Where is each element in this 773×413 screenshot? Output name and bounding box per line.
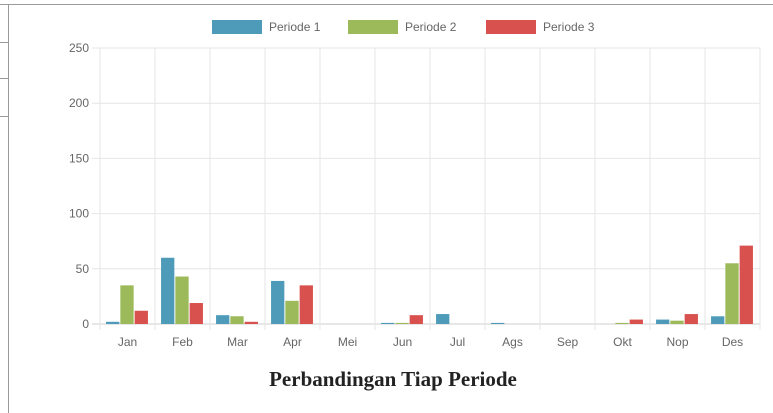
legend-label: Periode 3 <box>543 20 595 34</box>
y-tick-label: 250 <box>69 41 89 55</box>
x-tick-label: Mar <box>227 335 248 349</box>
bar-1-jan <box>106 321 120 324</box>
bars <box>106 245 753 324</box>
y-tick-label: 100 <box>69 207 89 221</box>
legend-swatch <box>486 20 536 34</box>
x-tick-label: Okt <box>613 335 632 349</box>
bar-1-mar <box>216 315 230 324</box>
bar-1-ags <box>491 322 505 324</box>
x-tick-label: Sep <box>557 335 579 349</box>
y-axis-ticks: 0 50 100 150 200 250 <box>69 41 89 331</box>
side-table-line <box>0 78 8 79</box>
bar-1-nop <box>656 319 670 324</box>
bar-2-okt <box>615 322 629 324</box>
bar-3-mar <box>244 321 258 324</box>
x-tick-label: Feb <box>172 335 193 349</box>
y-tick-label: 50 <box>76 262 90 276</box>
bar-3-feb <box>189 303 203 324</box>
legend-swatch <box>348 20 398 34</box>
frame-top-border <box>0 4 773 5</box>
bar-1-jul <box>436 314 450 324</box>
bar-2-des <box>725 263 739 324</box>
y-tick-label: 200 <box>69 96 89 110</box>
x-tick-label: Des <box>722 335 743 349</box>
x-tick-label: Jul <box>450 335 465 349</box>
bar-3-des <box>739 245 753 324</box>
legend-label: Periode 1 <box>269 20 321 34</box>
bar-2-feb <box>175 276 189 324</box>
bar-2-nop <box>670 320 684 324</box>
frame-left-border <box>8 4 9 413</box>
side-table-line <box>0 42 8 43</box>
bar-2-jun <box>395 322 409 324</box>
bar-3-nop <box>684 314 698 324</box>
legend-label: Periode 2 <box>405 20 457 34</box>
bar-3-jun <box>409 315 423 324</box>
bar-2-jan <box>120 285 134 324</box>
x-tick-label: Mei <box>338 335 357 349</box>
x-tick-label: Ags <box>502 335 523 349</box>
bar-3-jan <box>134 310 148 324</box>
x-axis-ticks: Jan Feb Mar Apr Mei Jun Jul Ags Sep Okt Nop Des <box>118 335 743 349</box>
grid-lines <box>92 47 761 330</box>
legend: Periode 1 Periode 2 Periode 3 <box>212 20 595 34</box>
x-tick-label: Jan <box>118 335 137 349</box>
chart-title: Perbandingan Tiap Periode <box>269 367 517 391</box>
bar-1-des <box>711 316 725 324</box>
bar-1-jun <box>381 322 395 324</box>
bar-1-feb <box>161 257 175 324</box>
bar-3-okt <box>629 319 643 324</box>
x-tick-label: Nop <box>666 335 688 349</box>
legend-swatch <box>212 20 262 34</box>
y-tick-label: 0 <box>82 317 89 331</box>
bar-1-apr <box>271 280 285 324</box>
x-tick-label: Apr <box>283 335 302 349</box>
bar-2-apr <box>285 300 299 324</box>
bar-2-mar <box>230 316 244 324</box>
bar-3-apr <box>299 285 313 324</box>
side-table-line <box>0 116 8 117</box>
y-tick-label: 150 <box>69 151 89 165</box>
x-tick-label: Jun <box>393 335 412 349</box>
